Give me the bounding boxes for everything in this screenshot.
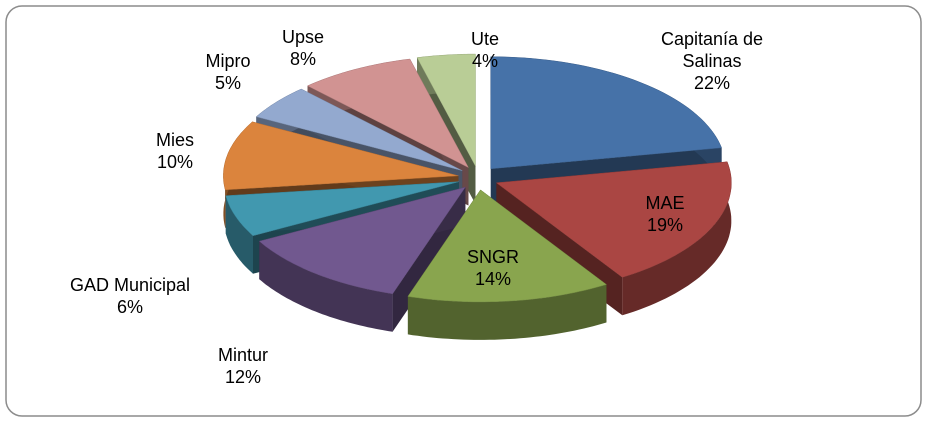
slice-top — [255, 88, 463, 171]
label-value: 10% — [156, 152, 194, 172]
label-value: 14% — [474, 269, 512, 289]
label-value: 19% — [646, 215, 684, 235]
slice-top — [490, 56, 722, 170]
label-name: Upse — [281, 27, 325, 47]
slice-top — [306, 58, 469, 169]
slice-top — [225, 181, 460, 236]
slice-top — [416, 53, 476, 167]
slice-edge — [259, 241, 393, 332]
label-name: Mintur — [217, 345, 269, 365]
data-label: SNGR 14% — [467, 246, 519, 290]
slice-top — [258, 186, 466, 295]
label-value: 4% — [471, 51, 499, 71]
slice-top — [223, 121, 459, 191]
slice-top — [495, 161, 732, 278]
slice-edge — [225, 195, 253, 274]
slice-top — [407, 189, 607, 303]
label-name: Capitanía de Salinas — [660, 29, 764, 71]
data-label: Upse 8% — [282, 26, 324, 70]
label-name: MAE — [645, 193, 685, 213]
data-label: Mipro 5% — [205, 50, 250, 94]
label-name: SNGR — [466, 247, 520, 267]
slice-edge — [622, 161, 732, 316]
data-label: Ute 4% — [471, 28, 499, 72]
label-value: 5% — [214, 73, 242, 93]
label-value: 6% — [116, 297, 144, 317]
data-label: GAD Municipal 6% — [70, 274, 190, 318]
data-label: Mintur 12% — [218, 344, 268, 388]
data-label: Mies 10% — [156, 129, 194, 173]
label-value: 22% — [693, 73, 731, 93]
data-label: Capitanía de Salinas 22% — [642, 28, 782, 94]
label-name: Mipro — [205, 51, 251, 71]
label-value: 8% — [289, 49, 316, 69]
data-label: MAE 19% — [645, 192, 684, 236]
slice-edge — [407, 284, 607, 340]
label-name: Mies — [155, 130, 195, 150]
label-value: 12% — [224, 367, 262, 387]
label-name: Ute — [470, 29, 500, 49]
label-name: GAD Municipal — [69, 275, 191, 295]
slice — [407, 189, 607, 340]
